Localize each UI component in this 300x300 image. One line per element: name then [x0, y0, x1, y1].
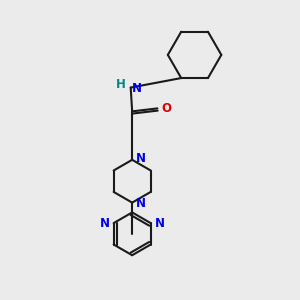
Text: N: N: [136, 152, 146, 165]
Text: N: N: [155, 217, 165, 230]
Text: N: N: [136, 197, 146, 210]
Text: N: N: [132, 82, 142, 95]
Text: O: O: [161, 102, 171, 115]
Text: H: H: [116, 78, 125, 91]
Text: N: N: [100, 217, 110, 230]
